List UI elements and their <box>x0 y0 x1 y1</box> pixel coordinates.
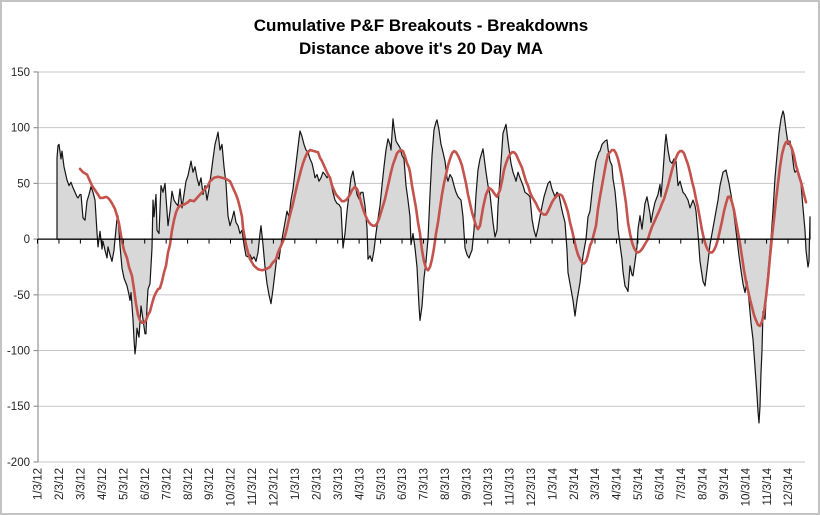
x-tick-label: 1/3/14 <box>547 467 559 500</box>
x-tick-label: 11/3/12 <box>247 468 259 506</box>
x-tick-label: 7/3/13 <box>419 468 431 500</box>
x-tick-label: 10/3/13 <box>483 468 495 506</box>
x-tick-label: 10/3/12 <box>226 468 238 506</box>
x-tick-label: 5/3/12 <box>118 468 130 500</box>
y-tick-label: 0 <box>24 234 30 246</box>
y-tick-label: -100 <box>7 346 30 358</box>
x-axis <box>37 238 805 244</box>
x-tick-label: 11/3/13 <box>504 468 516 506</box>
x-tick-label: 6/3/12 <box>140 468 152 500</box>
x-tick-label: 1/3/12 <box>33 468 45 500</box>
x-tick-label: 1/3/13 <box>290 468 302 500</box>
chart-title-line1: Cumulative P&F Breakouts - Breakdowns <box>254 16 588 35</box>
x-tick-label: 3/3/14 <box>590 467 602 500</box>
y-tick-label: -150 <box>7 401 30 413</box>
y-tick-label: 150 <box>11 67 30 79</box>
x-tick-label: 8/3/13 <box>440 468 452 500</box>
x-tick-label: 12/3/14 <box>783 467 795 506</box>
x-tick-label: 7/3/12 <box>161 468 173 500</box>
y-tick-label: -50 <box>13 290 30 302</box>
x-tick-label: 12/3/13 <box>526 468 538 506</box>
x-tick-label: 3/3/13 <box>333 468 345 500</box>
x-tick-label: 2/3/12 <box>54 468 66 500</box>
x-tick-label: 2/3/13 <box>311 468 323 500</box>
y-tick-label: -200 <box>7 457 30 469</box>
x-tick-label: 5/3/14 <box>633 467 645 500</box>
x-tick-label: 8/3/14 <box>697 467 709 500</box>
y-tick-label: 50 <box>17 178 30 190</box>
x-tick-label: 4/3/13 <box>354 468 366 500</box>
x-tick-label: 8/3/12 <box>183 468 195 500</box>
series <box>56 110 811 424</box>
x-tick-label: 6/3/13 <box>397 468 409 500</box>
x-tick-label: 7/3/14 <box>676 467 688 500</box>
x-tick-label: 2/3/14 <box>569 467 581 500</box>
x-tick-label: 3/3/12 <box>76 468 88 500</box>
breakouts-area-series <box>56 110 811 424</box>
chart-title-line2: Distance above it's 20 Day MA <box>299 39 543 58</box>
x-tick-label: 10/3/14 <box>740 467 752 506</box>
x-tick-label: 9/3/14 <box>719 467 731 500</box>
x-tick-label: 12/3/12 <box>269 468 281 506</box>
y-axis-labels: 150 100 50 0 -50 -100 -150 -200 <box>7 67 30 469</box>
x-tick-label: 6/3/14 <box>655 467 667 500</box>
y-tick-label: 100 <box>11 123 30 135</box>
x-tick-label: 5/3/13 <box>376 468 388 500</box>
x-tick-label: 9/3/12 <box>204 468 216 500</box>
x-tick-label: 11/3/14 <box>762 467 774 505</box>
ma-20day-line-series <box>78 139 808 328</box>
y-axis <box>33 71 39 463</box>
x-tick-label: 9/3/13 <box>462 468 474 500</box>
x-tick-label: 4/3/14 <box>612 467 624 500</box>
x-tick-label: 4/3/12 <box>97 468 109 500</box>
x-axis-labels: 1/3/12 2/3/12 3/3/12 4/3/12 5/3/12 6/3/12 7/3/… <box>33 467 796 506</box>
